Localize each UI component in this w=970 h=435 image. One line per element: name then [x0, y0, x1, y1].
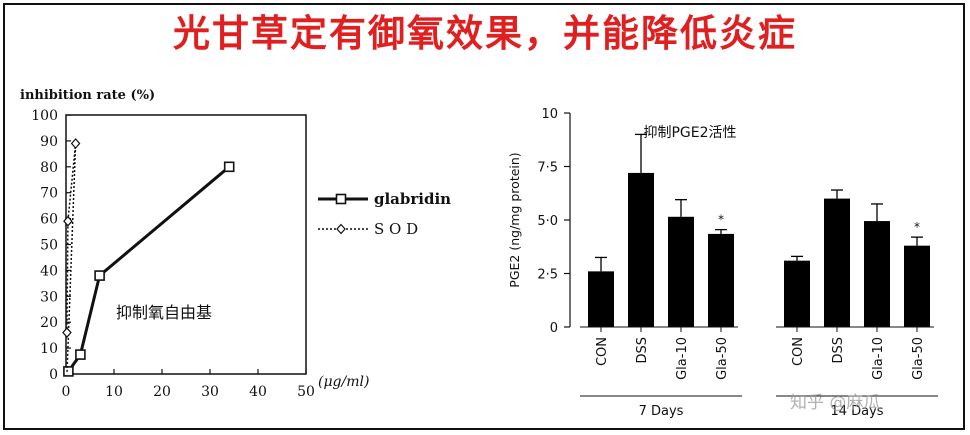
legend-label-glabridin: glabridin [374, 190, 451, 208]
chart-annotation-title: 抑制PGE2活性 [643, 125, 736, 141]
headline-title: 光甘草定有御氧效果，并能降低炎症 [173, 12, 797, 55]
group-label: 14 Days [830, 404, 883, 419]
x-tick-label: 50 [297, 384, 315, 400]
x-tick-label: 0 [62, 384, 71, 400]
x-tick-label: Gla-10 [675, 337, 690, 380]
y-tick-label: 0 [550, 321, 558, 336]
y-tick-label: 100 [31, 108, 58, 124]
x-tick-label: Gla-10 [871, 337, 886, 380]
bar [904, 245, 930, 327]
bar [784, 260, 810, 327]
data-point-sod [70, 138, 81, 149]
y-axis-title: PGE2 (ng/mg protein) [507, 152, 522, 287]
bar [628, 172, 654, 327]
image-frame [3, 3, 965, 430]
legend-marker-glabridin [335, 193, 347, 205]
data-point-glabridin [75, 349, 86, 360]
bar [864, 221, 890, 327]
group-label: 7 Days [639, 404, 684, 419]
data-point-glabridin [223, 161, 235, 173]
series-line-sod [66, 143, 77, 375]
x-tick-label: 30 [201, 384, 219, 400]
y-tick-label: 30 [40, 289, 58, 305]
x-tick-label: Gla-50 [715, 337, 730, 380]
y-axis-title: inhibition rate (%) [20, 88, 155, 103]
y-tick-label: 5·0 [537, 214, 558, 229]
series-line-glabridin [67, 165, 231, 373]
data-point-glabridin [94, 270, 105, 281]
y-tick-label: 80 [40, 160, 58, 176]
x-tick-label: CON [791, 337, 806, 366]
y-tick-label: 2·5 [537, 268, 558, 283]
y-tick-label: 70 [40, 186, 58, 202]
x-tick-label: DSS [635, 337, 650, 364]
significance-mark: * [914, 220, 920, 234]
data-point-sod [63, 215, 73, 227]
x-tick-label: 10 [105, 384, 123, 400]
legend-label-sod: S O D [374, 220, 418, 238]
annotation-label: 抑制氧自由基 [116, 303, 212, 322]
y-tick-label: 0 [49, 367, 58, 383]
x-tick-label: CON [595, 337, 610, 366]
legend-marker-sod [336, 223, 346, 235]
watermark: 知乎 @麻瓜 [790, 393, 881, 413]
x-tick-label: 20 [153, 384, 171, 400]
y-tick-label: 40 [40, 263, 58, 279]
y-tick-label: 90 [40, 134, 58, 150]
x-tick-label: DSS [831, 337, 846, 364]
y-tick-label: 20 [40, 315, 58, 331]
x-axis-unit: (μg/ml) [318, 374, 369, 390]
y-tick-label: 10 [40, 341, 58, 357]
x-tick-label: Gla-50 [911, 337, 926, 380]
data-point-glabridin [63, 366, 74, 377]
y-tick-label: 60 [40, 212, 58, 228]
bar [824, 198, 850, 327]
data-point-sod [62, 327, 72, 338]
y-tick-label: 10 [541, 107, 558, 122]
bar [668, 216, 694, 327]
x-tick-label: 40 [249, 384, 267, 400]
bar [588, 271, 614, 327]
y-tick-label: 7·5 [537, 161, 558, 176]
bar [708, 233, 734, 327]
y-tick-label: 50 [40, 238, 58, 254]
significance-mark: * [718, 213, 724, 227]
